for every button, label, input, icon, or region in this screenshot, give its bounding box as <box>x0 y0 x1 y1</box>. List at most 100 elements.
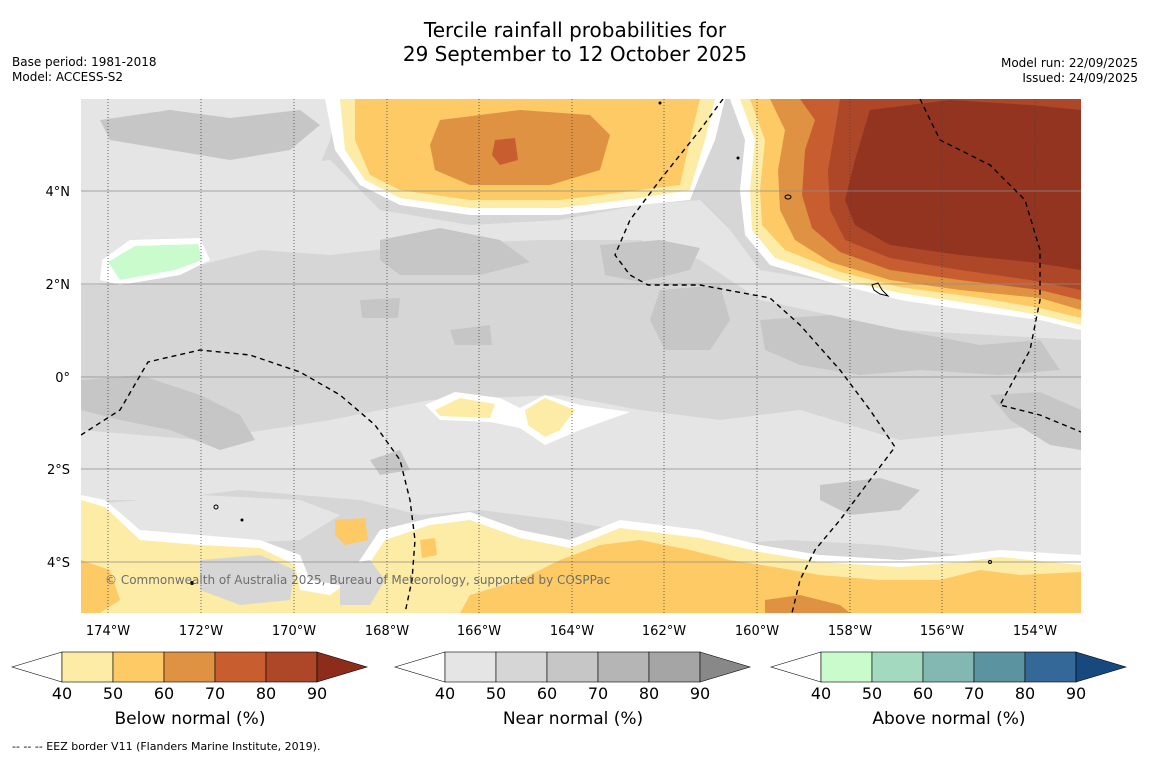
map-title: Tercile rainfall probabilities for 29 Se… <box>0 18 1150 66</box>
near-60-70-blob-9 <box>360 298 400 318</box>
near-60-70-blob-6 <box>81 375 255 450</box>
near-50-60-sw-patch <box>200 555 295 605</box>
near-normal-colorbar-tick-label: 40 <box>435 684 455 703</box>
below-normal-colorbar-max-arrow <box>316 651 369 683</box>
near-60-70-blob-2 <box>380 228 530 275</box>
eez-footnote: -- -- -- EEZ border V11 (Flanders Marine… <box>12 740 321 753</box>
above-normal-colorbar-tick-label: 40 <box>811 684 831 703</box>
near-normal-colorbar-tick-label: 50 <box>486 684 506 703</box>
lon-label-160w: 160°W <box>735 624 779 639</box>
near-normal-colorbar-tick-label: 70 <box>588 684 608 703</box>
parallel-gridlines <box>81 190 1081 563</box>
colorbars: 40 50 60 70 80 90 40 50 60 70 80 90 40 50 60 70 80 90 <box>10 651 1128 703</box>
island-6 <box>190 581 194 585</box>
model-name: Model: ACCESS-S2 <box>12 70 124 84</box>
lon-label-164w: 164°W <box>550 624 594 639</box>
below-50-60-south <box>460 540 1081 613</box>
near-normal-colorbar-segment <box>648 651 701 683</box>
near-normal-colorbar-segment <box>495 651 548 683</box>
above-normal-colorbar-tick-label: 70 <box>964 684 984 703</box>
model-run: Model run: 22/09/2025 <box>1000 56 1138 70</box>
probability-field: © Commonwealth of Australia 2025, Bureau… <box>81 99 1081 613</box>
eez-border-central <box>614 99 896 613</box>
below-40-50-eq-2 <box>525 398 575 437</box>
near-normal-title: Near normal (%) <box>502 709 644 729</box>
above-normal-colorbar-segment <box>973 651 1026 683</box>
below-normal-colorbar-segment <box>112 651 165 683</box>
near-normal-colorbar-segment <box>546 651 599 683</box>
above-40-50-region <box>108 244 202 280</box>
lon-label-174w: 174°W <box>86 624 130 639</box>
above-normal-colorbar-tick-label: 80 <box>1015 684 1035 703</box>
near-40-50-south <box>81 395 1081 560</box>
title-line-1: Tercile rainfall probabilities for <box>423 18 727 42</box>
near-60-70-blob-5 <box>760 315 1060 375</box>
above-normal-colorbar-tick-label: 60 <box>913 684 933 703</box>
below-60-70-north <box>430 110 610 185</box>
near-normal-colorbar-tick-label: 80 <box>639 684 659 703</box>
below-50-60-s-blob-2 <box>420 538 437 558</box>
below-50-60-sw <box>81 560 120 613</box>
latitude-labels: 4°N 2°N 0° 2°S 4°S <box>46 185 71 571</box>
island-5 <box>240 518 244 522</box>
copyright-text: © Commonwealth of Australia 2025, Bureau… <box>105 573 610 587</box>
below-50-60-s-blob <box>335 518 368 545</box>
lon-label-158w: 158°W <box>828 624 872 639</box>
below-90-ne <box>845 100 1081 270</box>
above-normal-colorbar-segment <box>871 651 924 683</box>
below-normal-colorbar-segment <box>61 651 114 683</box>
lat-label-4s: 4°S <box>47 556 70 571</box>
above-normal-colorbar: 40 50 60 70 80 90 <box>769 651 1128 703</box>
lon-label-156w: 156°W <box>920 624 964 639</box>
near-60-70-blob-10 <box>450 325 492 345</box>
lat-label-2s: 2°S <box>47 463 70 478</box>
below-normal-colorbar-segment <box>163 651 216 683</box>
below-normal-colorbar-min-arrow <box>10 651 63 683</box>
eez-borders <box>81 99 1081 613</box>
island-kiritimati <box>871 282 890 297</box>
below-normal-colorbar-tick-label: 80 <box>256 684 276 703</box>
eez-border-west <box>81 349 416 613</box>
near-50-60-s-patch <box>340 560 385 605</box>
eez-border-east <box>919 99 1081 433</box>
near-60-70-blob-8 <box>990 392 1081 450</box>
below-normal-colorbar-tick-label: 70 <box>205 684 225 703</box>
title-line-2: 29 September to 12 October 2025 <box>402 42 748 66</box>
longitude-labels: 174°W 172°W 170°W 168°W 166°W 164°W 162°… <box>86 624 1057 639</box>
lat-label-4n: 4°N <box>46 185 71 200</box>
above-normal-colorbar-max-arrow <box>1075 651 1128 683</box>
above-normal-colorbar-segment <box>820 651 873 683</box>
above-normal-colorbar-tick-label: 90 <box>1066 684 1086 703</box>
above-normal-colorbar-segment <box>1024 651 1077 683</box>
near-60-70-blob-7 <box>820 478 920 515</box>
meta-left: Base period: 1981-2018 Model: ACCESS-S2 <box>12 55 157 85</box>
issued-date: Issued: 24/09/2025 <box>1022 71 1138 85</box>
above-normal-colorbar-tick-label: 50 <box>862 684 882 703</box>
base-period: Base period: 1981-2018 <box>12 55 157 69</box>
above-normal-colorbar-min-arrow <box>769 651 822 683</box>
lon-label-170w: 170°W <box>272 624 316 639</box>
near-60-70-blob <box>100 110 320 160</box>
near-normal-colorbar-tick-label: 60 <box>537 684 557 703</box>
below-normal-colorbar-segment <box>265 651 318 683</box>
lon-label-168w: 168°W <box>365 624 409 639</box>
island-7 <box>988 560 992 564</box>
below-normal-colorbar-segment <box>214 651 267 683</box>
lon-label-162w: 162°W <box>642 624 686 639</box>
below-normal-colorbar-tick-label: 40 <box>52 684 72 703</box>
near-60-70-blob-4 <box>650 285 730 350</box>
near-normal-colorbar-tick-label: 90 <box>690 684 710 703</box>
below-40-50-eq-1 <box>435 398 495 418</box>
below-normal-title: Below normal (%) <box>114 709 266 729</box>
island-2 <box>213 504 219 510</box>
near-40-50-band <box>81 160 1081 340</box>
near-normal-colorbar-max-arrow <box>699 651 752 683</box>
meta-right: Model run: 22/09/2025 Issued: 24/09/2025 <box>1001 56 1138 86</box>
near-normal-colorbar-segment <box>597 651 650 683</box>
lon-label-172w: 172°W <box>179 624 223 639</box>
below-normal-colorbar-tick-label: 50 <box>103 684 123 703</box>
below-60-70-south <box>765 595 850 613</box>
lon-label-166w: 166°W <box>457 624 501 639</box>
above-normal-title: Above normal (%) <box>872 709 1026 729</box>
